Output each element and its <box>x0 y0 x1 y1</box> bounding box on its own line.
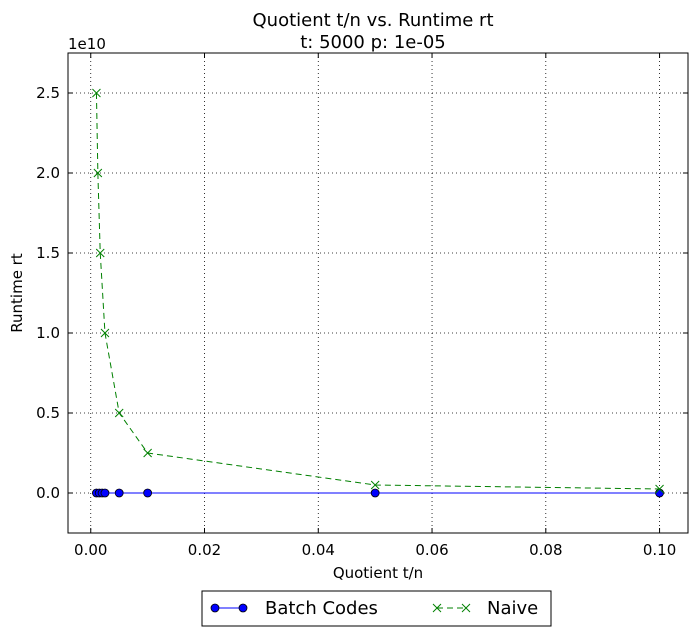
legend-label-batch-codes: Batch Codes <box>265 598 378 619</box>
chart-title: Quotient t/n vs. Runtime rt <box>253 10 494 31</box>
data-point-naive <box>100 328 110 338</box>
x-tick-label: 0.08 <box>529 541 562 559</box>
y-tick-label: 0.5 <box>36 404 60 422</box>
y-tick-label: 2.0 <box>36 164 60 182</box>
y-tick-labels: 0.0 0.5 1.0 1.5 2.0 2.5 <box>36 84 60 502</box>
ticks <box>68 53 688 533</box>
x-tick-labels: 0.00 0.02 0.04 0.06 0.08 0.10 <box>74 541 676 559</box>
data-point-naive <box>93 168 103 178</box>
series-line-naive <box>95 92 660 490</box>
data-point-batch-codes <box>100 488 110 498</box>
x-tick-label: 0.00 <box>74 541 107 559</box>
data-point-naive <box>655 484 664 494</box>
series-layer <box>92 88 664 498</box>
legend: Batch Codes Naive <box>201 590 552 627</box>
x-tick-label: 0.02 <box>188 541 221 559</box>
y-axis-label: Runtime rt <box>8 253 26 333</box>
data-point-naive <box>92 88 101 98</box>
data-point-batch-codes <box>114 488 124 498</box>
plot-frame <box>67 52 689 534</box>
data-point-batch-codes <box>370 488 380 498</box>
y-tick-label: 1.5 <box>36 244 60 262</box>
data-point-naive <box>370 480 380 490</box>
data-point-naive <box>114 408 124 418</box>
y-tick-label: 2.5 <box>36 84 60 102</box>
x-tick-label: 0.06 <box>415 541 448 559</box>
grid <box>68 53 688 533</box>
data-point-batch-codes <box>143 488 153 498</box>
chart-subtitle: t: 5000 p: 1e-05 <box>300 32 446 53</box>
x-tick-label: 0.10 <box>643 541 676 559</box>
x-axis-label: Quotient t/n <box>333 564 423 582</box>
y-offset-label: 1e10 <box>68 35 106 53</box>
data-point-naive <box>143 448 152 458</box>
legend-swatch-naive <box>432 603 471 613</box>
y-tick-label: 1.0 <box>36 324 60 342</box>
x-tick-label: 0.04 <box>302 541 335 559</box>
y-tick-label: 0.0 <box>36 484 60 502</box>
legend-label-naive: Naive <box>487 598 538 619</box>
data-point-naive <box>95 248 105 258</box>
legend-swatch-batch-codes <box>210 603 248 613</box>
data-point-batch-codes <box>655 488 664 498</box>
legend-frame <box>201 590 552 627</box>
